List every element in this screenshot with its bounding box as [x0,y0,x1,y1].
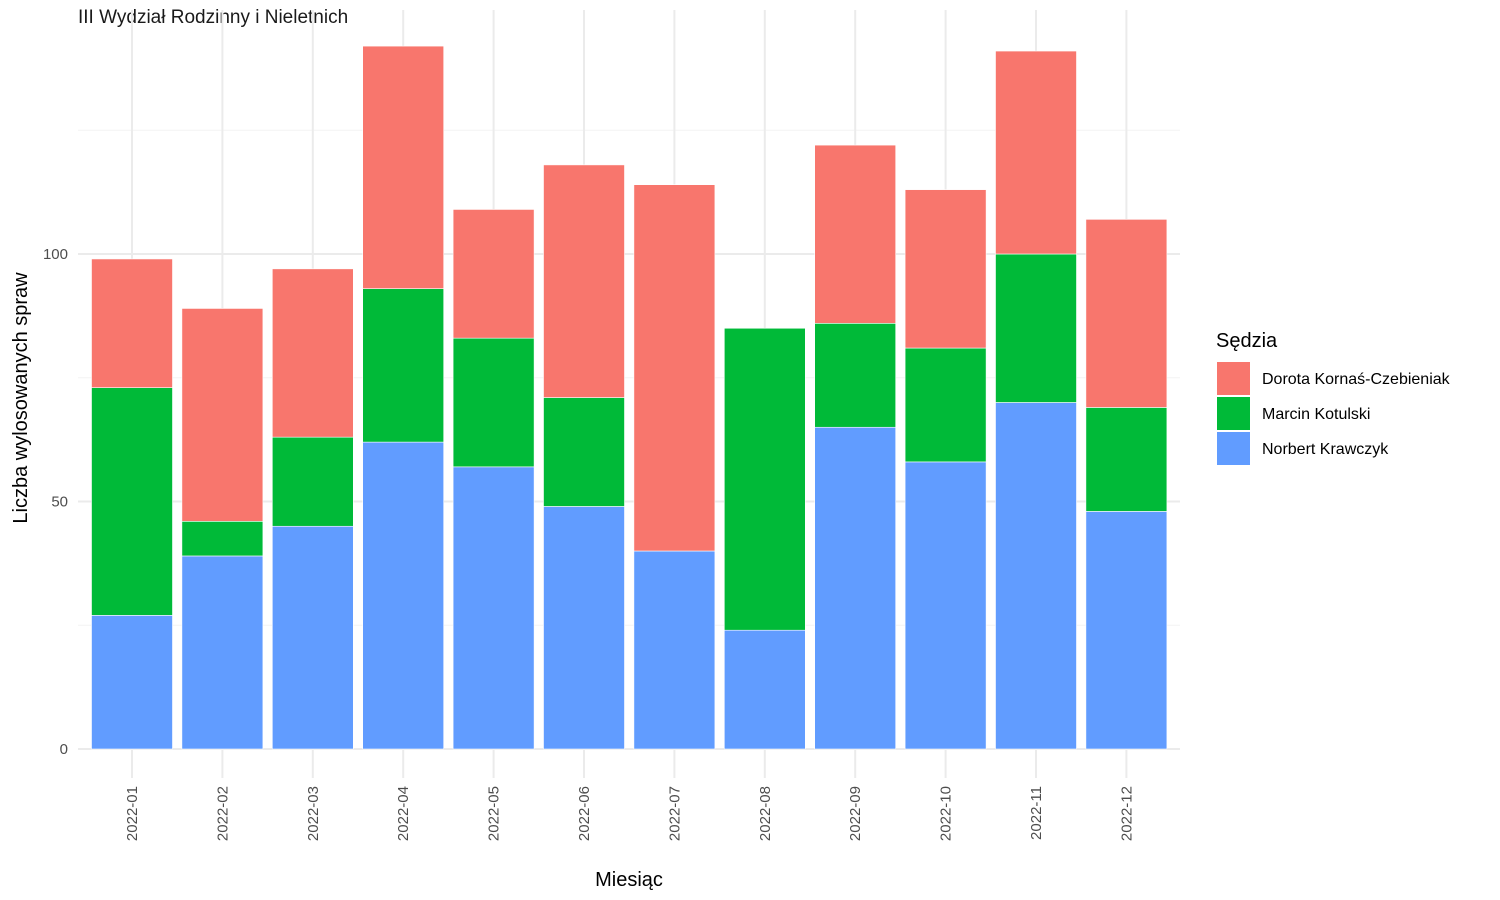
bar-segment [91,387,173,616]
bar-segment [181,308,264,522]
legend-key [1217,397,1250,430]
bar-segment [543,397,625,507]
legend: Sędzia Dorota Kornaś-Czebieniak Marcin Ko… [1216,330,1451,465]
chart-subtitle: III Wydział Rodzinny i Nieletnich [78,7,349,28]
y-axis-title: Liczba wylosowanych spraw [10,272,32,524]
legend-key [1217,432,1250,465]
bar-segment [362,441,445,750]
bar-segment [1085,219,1168,408]
y-tick-label: 100 [43,246,68,263]
y-tick-label: 50 [51,494,68,511]
bar-segment [814,322,897,428]
bar-segment [543,164,625,398]
bar-segment [995,253,1077,403]
bar-segment [1085,407,1168,512]
bar-segment [995,50,1077,255]
x-tick-labels: 2022-01 2022-02 2022-03 2022-04 2022-05 2022-… [124,786,1135,841]
x-tick-label: 2022-09 [847,786,864,841]
bar-segment [904,461,987,750]
bar-segment [362,288,445,443]
bar-segment [633,184,716,552]
bar-segment [904,347,987,463]
x-tick-label: 2022-12 [1118,786,1135,841]
bar-segment [1085,511,1168,750]
legend-title: Sędzia [1216,330,1278,352]
x-tick-label: 2022-05 [486,786,503,841]
x-tick-label: 2022-08 [757,786,774,841]
bar-segment [271,268,354,438]
bar-segment [723,327,806,631]
x-tick-label: 2022-01 [124,786,141,841]
x-tick-label: 2022-07 [666,786,683,841]
x-tick-label: 2022-04 [395,786,412,841]
bar-segment [271,436,354,527]
bar-segment [814,144,897,324]
x-tick-label: 2022-06 [576,786,593,841]
x-tick-label: 2022-10 [938,786,955,841]
x-tick-label: 2022-02 [214,786,231,841]
bar-segment [543,506,625,750]
bars [91,45,1168,750]
legend-label: Norbert Krawczyk [1262,441,1389,458]
x-tick-label: 2022-03 [305,786,322,841]
bar-segment [91,258,173,388]
bar-segment [723,629,806,750]
x-tick-label: 2022-11 [1028,786,1045,840]
bar-segment [995,402,1077,750]
bar-segment [181,520,264,557]
legend-label: Marcin Kotulski [1262,406,1370,423]
bar-segment [91,615,173,750]
y-tick-labels: 0 50 100 [43,246,68,758]
bar-segment [633,550,716,750]
bar-segment [452,337,535,468]
y-tick-label: 0 [60,741,68,758]
bar-segment [181,555,264,750]
bar-segment [362,45,445,289]
x-axis-title: Miesiąc [595,869,663,891]
legend-label: Dorota Kornaś-Czebieniak [1262,371,1451,388]
legend-key [1217,362,1250,395]
bar-segment [271,525,354,750]
bar-segment [452,209,535,339]
bar-segment [452,466,535,750]
bar-segment [814,426,897,750]
bar-segment [904,189,987,349]
